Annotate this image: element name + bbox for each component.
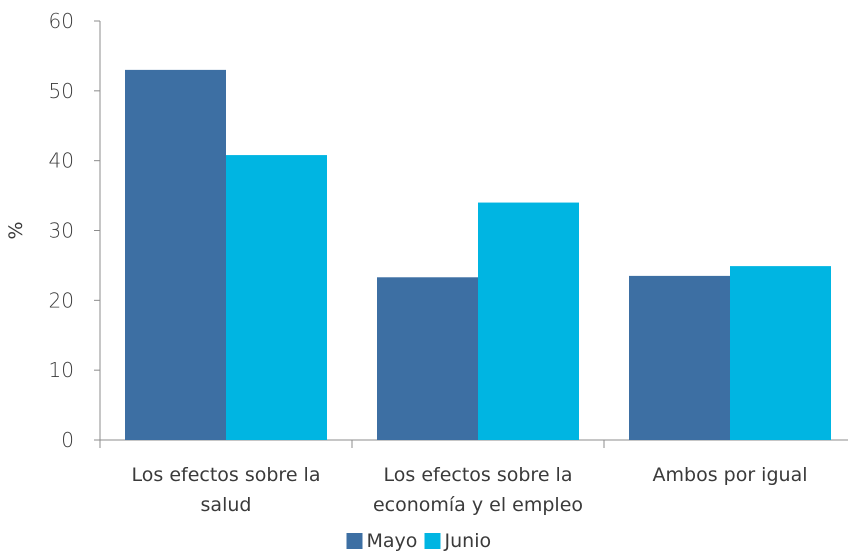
legend-swatch-junio [424,533,441,549]
y-tick-label: 50 [49,79,74,103]
y-axis-title: % [5,221,27,239]
x-category-label: Los efectos sobre la [132,464,321,486]
x-category-label: salud [201,494,252,516]
bar-mayo-1 [125,69,226,440]
bar-junio-1 [226,155,327,440]
bars [125,69,831,440]
x-category-label: Los efectos sobre la [384,464,573,486]
legend-label-mayo: Mayo [367,530,418,552]
y-tick-label: 40 [49,149,74,173]
legend-swatch-mayo [346,533,363,549]
bar-junio-2 [478,202,579,440]
legend-label-junio: Junio [444,530,492,552]
y-tick-label: 10 [49,358,74,382]
labels: 0 10 20 30 40 50 60% Los efectos sobre la salud L… [5,9,807,516]
x-category-label: economía y el empleo [373,494,583,516]
legend: Mayo Junio [346,530,492,552]
y-tick-label: 30 [49,219,74,243]
y-tick-label: 0 [61,428,74,452]
bar-junio-3 [730,266,831,440]
x-category-label: Ambos por igual [653,464,808,486]
bar-mayo-3 [629,275,730,440]
bar-mayo-2 [377,277,478,440]
y-tick-label: 60 [49,9,74,33]
y-tick-label: 20 [49,288,74,312]
